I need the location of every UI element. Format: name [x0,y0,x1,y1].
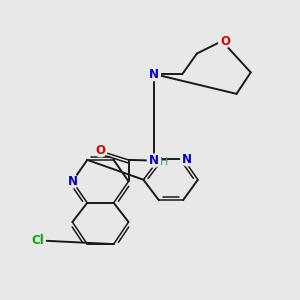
Circle shape [31,234,44,248]
Circle shape [181,153,194,166]
Text: N: N [68,175,77,188]
Text: O: O [96,144,106,157]
Circle shape [147,68,161,81]
Text: H: H [160,157,169,167]
Circle shape [94,144,107,157]
Text: N: N [149,68,159,80]
Text: N: N [182,153,192,166]
Text: Cl: Cl [32,234,44,247]
Circle shape [218,34,232,48]
Circle shape [66,175,79,188]
Text: N: N [149,154,159,167]
Text: O: O [220,34,230,47]
Circle shape [147,154,161,167]
